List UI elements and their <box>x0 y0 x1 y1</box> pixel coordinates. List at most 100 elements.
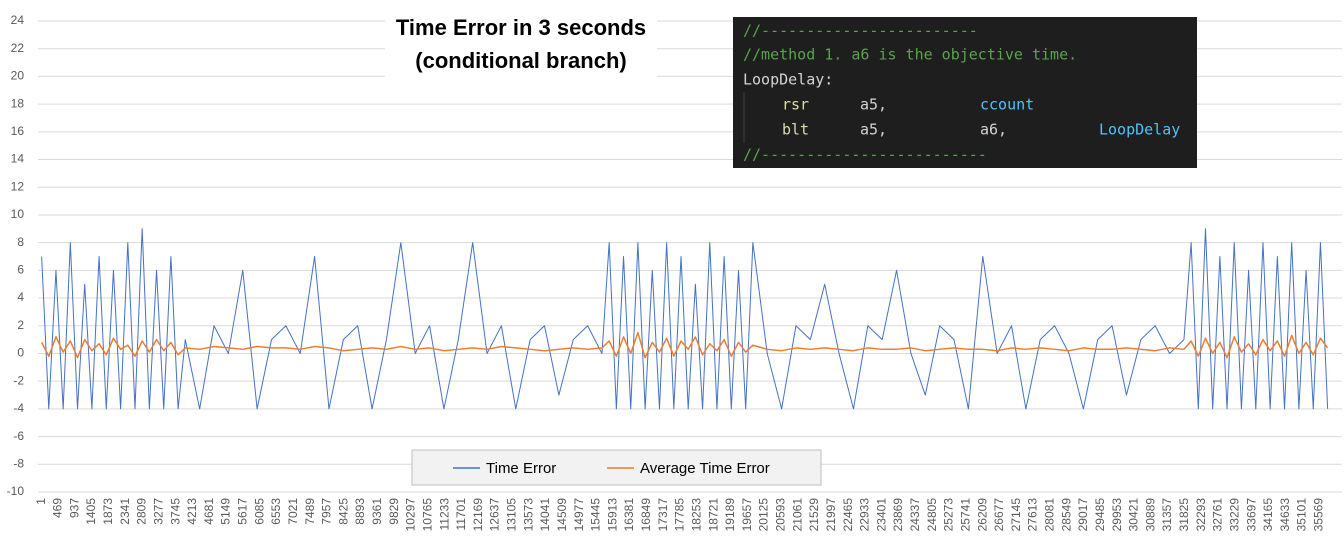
x-tick-label: 2809 <box>135 498 149 525</box>
code-token: LoopDelay <box>1099 121 1180 139</box>
x-tick-label: 14977 <box>572 498 586 532</box>
x-tick-label: 31825 <box>1177 498 1191 532</box>
x-tick-label: 10297 <box>404 498 418 532</box>
x-tick-label: 33229 <box>1227 498 1241 532</box>
x-tick-label: 3277 <box>151 498 165 525</box>
x-tick-label: 29017 <box>1076 498 1090 532</box>
code-token: ccount <box>980 96 1034 114</box>
x-tick-label: 27145 <box>1009 498 1023 532</box>
x-tick-label: 4681 <box>202 498 216 525</box>
x-tick-label: 7021 <box>286 498 300 525</box>
x-tick-label: 21997 <box>824 498 838 532</box>
x-tick-label: 22465 <box>841 498 855 532</box>
x-tick-label: 9829 <box>387 498 401 525</box>
x-tick-label: 32293 <box>1194 498 1208 532</box>
x-tick-label: 21061 <box>790 498 804 532</box>
x-tick-label: 21529 <box>807 498 821 532</box>
chart-subtitle: (conditional branch) <box>415 48 626 73</box>
legend: Time Error Average Time Error <box>453 460 770 477</box>
x-tick-label: 13573 <box>521 498 535 532</box>
x-tick-label: 35569 <box>1312 498 1326 532</box>
y-tick-label: 10 <box>11 207 25 221</box>
y-tick-label: 24 <box>11 13 25 27</box>
x-tick-label: 937 <box>67 498 81 518</box>
y-tick-label: 6 <box>17 263 24 277</box>
x-tick-label: 12169 <box>471 498 485 532</box>
legend-label: Average Time Error <box>640 460 770 477</box>
y-tick-label: -2 <box>13 373 24 387</box>
x-tick-label: 11701 <box>454 498 468 531</box>
y-tick-label: 20 <box>11 69 25 83</box>
x-tick-label: 28081 <box>1043 498 1057 532</box>
x-tick-label: 33697 <box>1244 498 1258 532</box>
code-token: a5, <box>860 96 887 114</box>
x-tick-label: 16381 <box>622 498 636 532</box>
legend-label: Time Error <box>486 460 556 477</box>
y-tick-label: -10 <box>7 484 25 498</box>
x-tick-label: 1405 <box>84 498 98 525</box>
x-tick-label: 34633 <box>1278 498 1292 532</box>
x-tick-label: 19189 <box>723 498 737 532</box>
x-tick-label: 30421 <box>1127 498 1141 532</box>
y-tick-label: 0 <box>17 346 24 360</box>
x-tick-label: 5617 <box>236 498 250 525</box>
code-token: LoopDelay: <box>743 71 833 89</box>
x-tick-label: 1873 <box>101 498 115 525</box>
y-tick-label: 8 <box>17 235 24 249</box>
x-tick-label: 2341 <box>118 498 132 525</box>
x-tick-label: 16849 <box>639 498 653 532</box>
x-tick-label: 17785 <box>673 498 687 532</box>
code: //------------------------ //method 1. a6… <box>743 22 1180 164</box>
x-tick-label: 7489 <box>303 498 317 525</box>
x-tick-label: 8425 <box>336 498 350 525</box>
y-tick-label: -4 <box>13 401 24 415</box>
code-token: //method 1. a6 is the objective time. <box>743 46 1077 64</box>
x-tick-label: 9361 <box>370 498 384 525</box>
x-tick-label: 5149 <box>219 498 233 525</box>
x-tick-label: 26209 <box>975 498 989 532</box>
x-tick-label: 469 <box>51 498 65 518</box>
x-tick-label: 26677 <box>992 498 1006 532</box>
x-tick-label: 13105 <box>505 498 519 532</box>
x-tick-label: 29953 <box>1110 498 1124 532</box>
code-token: //------------------------- <box>743 146 987 164</box>
chart-title: Time Error in 3 seconds <box>396 15 646 40</box>
x-tick-label: 17317 <box>656 498 670 532</box>
y-tick-label: 16 <box>11 124 25 138</box>
x-tick-label: 1 <box>34 498 48 505</box>
x-tick-label: 27613 <box>1026 498 1040 532</box>
plot <box>40 228 1329 410</box>
x-tick-label: 6085 <box>252 498 266 525</box>
series-line <box>41 228 1329 410</box>
code-token: rsr <box>782 96 809 114</box>
y-tick-label: 14 <box>11 152 25 166</box>
x-tick-labels: 1 469 937 1405 1873 2341 2809 3277 3745 4213 4681 5… <box>34 498 1326 532</box>
x-tick-label: 10765 <box>420 498 434 532</box>
y-tick-label: 22 <box>11 41 25 55</box>
x-tick-label: 20593 <box>774 498 788 532</box>
x-tick-label: 3745 <box>168 498 182 525</box>
code-token: blt <box>782 121 809 139</box>
x-tick-label: 7957 <box>320 498 334 525</box>
x-tick-label: 4213 <box>185 498 199 525</box>
x-tick-label: 18721 <box>706 498 720 532</box>
x-tick-label: 8893 <box>353 498 367 525</box>
x-tick-label: 11233 <box>437 498 451 531</box>
y-tick-label: -6 <box>13 429 24 443</box>
x-tick-label: 19657 <box>740 498 754 532</box>
series-line <box>40 331 1329 359</box>
x-tick-label: 31357 <box>1160 498 1174 532</box>
x-tick-label: 25273 <box>942 498 956 532</box>
x-tick-label: 12637 <box>488 498 502 532</box>
x-tick-label: 15913 <box>605 498 619 532</box>
x-tick-label: 29485 <box>1093 498 1107 532</box>
x-tick-label: 24337 <box>908 498 922 532</box>
code-token: //------------------------ <box>743 22 978 40</box>
x-tick-label: 24805 <box>925 498 939 532</box>
x-tick-label: 28549 <box>1059 498 1073 532</box>
y-tick-label: 2 <box>17 318 24 332</box>
code-box <box>733 17 1197 168</box>
x-tick-label: 35101 <box>1295 498 1309 532</box>
y-tick-label: 18 <box>11 96 25 110</box>
